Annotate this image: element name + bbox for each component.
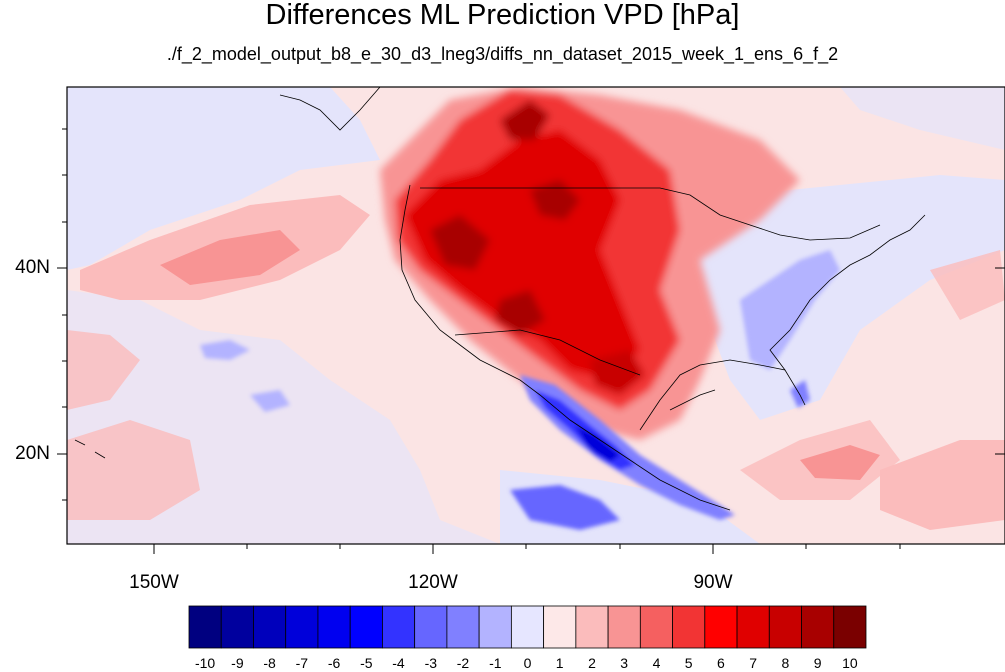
colorbar-swatch bbox=[672, 605, 706, 649]
colorbar-tick-label: -5 bbox=[360, 655, 373, 671]
colorbar-swatch bbox=[833, 605, 867, 649]
colorbar-swatch bbox=[801, 605, 835, 649]
colorbar-tick-label: -6 bbox=[327, 655, 341, 671]
colorbar-tick-label: -4 bbox=[392, 655, 405, 671]
colorbar-swatch bbox=[704, 605, 738, 649]
colorbar-swatch bbox=[188, 605, 222, 649]
colorbar-swatch bbox=[349, 605, 383, 649]
colorbar-swatch bbox=[736, 605, 770, 649]
colorbar-tick-label: 7 bbox=[749, 655, 758, 671]
colorbar-tick-label: 2 bbox=[588, 655, 596, 671]
colorbar-swatch bbox=[446, 605, 480, 649]
colorbar-tick-label: 4 bbox=[652, 655, 661, 671]
colorbar-swatch bbox=[607, 605, 641, 649]
colorbar-tick-label: -7 bbox=[295, 655, 309, 671]
western-warm-anomaly bbox=[380, 87, 800, 440]
colorbar-tick-label: -2 bbox=[456, 655, 470, 671]
coastlines bbox=[74, 87, 926, 511]
colorbar bbox=[188, 605, 867, 649]
medium-red-areas bbox=[160, 230, 880, 480]
colorbar-tick-label: -3 bbox=[424, 655, 438, 671]
colorbar-swatch bbox=[768, 605, 802, 649]
lon-label-150w: 150W bbox=[129, 572, 179, 593]
colorbar-tick-label: 0 bbox=[523, 655, 532, 671]
colorbar-tick-label: -10 bbox=[194, 655, 216, 671]
colorbar-tick-label: 3 bbox=[620, 655, 629, 671]
colorbar-tick-label: 5 bbox=[684, 655, 693, 671]
colorbar-swatch bbox=[253, 605, 287, 649]
colorbar-swatch bbox=[575, 605, 609, 649]
lon-label-90w: 90W bbox=[693, 572, 733, 593]
lon-label-120w: 120W bbox=[408, 572, 458, 593]
colorbar-tick-label: 10 bbox=[842, 655, 858, 671]
lat-ticks bbox=[57, 128, 1005, 501]
colorbar-tick-label: 9 bbox=[813, 655, 822, 671]
colorbar-swatch bbox=[414, 605, 448, 649]
colorbar-swatch bbox=[543, 605, 577, 649]
colorbar-swatch bbox=[478, 605, 512, 649]
colorbar-swatch bbox=[382, 605, 416, 649]
colorbar-tick-label: -8 bbox=[263, 655, 276, 671]
colorbar-tick-label: 8 bbox=[781, 655, 790, 671]
lat-label-40n: 40N bbox=[15, 257, 50, 278]
colorbar-swatch bbox=[639, 605, 673, 649]
colorbar-tick-label: -9 bbox=[231, 655, 244, 671]
lon-ticks bbox=[153, 544, 901, 554]
colorbar-tick-label: 1 bbox=[555, 655, 564, 671]
lat-label-20n: 20N bbox=[15, 443, 50, 464]
map-subtitle: ./f_2_model_output_b8_e_30_d3_lneg3/diff… bbox=[166, 44, 839, 64]
difference-field bbox=[67, 87, 1005, 544]
colorbar-tick-label: 6 bbox=[716, 655, 725, 671]
map-title: Differences ML Prediction VPD [hPa] bbox=[265, 0, 740, 31]
colorbar-swatch bbox=[220, 605, 254, 649]
colorbar-swatch bbox=[317, 605, 351, 649]
colorbar-tick-label: -1 bbox=[489, 655, 502, 671]
colorbar-swatch bbox=[510, 605, 545, 649]
colorbar-swatch bbox=[285, 605, 319, 649]
